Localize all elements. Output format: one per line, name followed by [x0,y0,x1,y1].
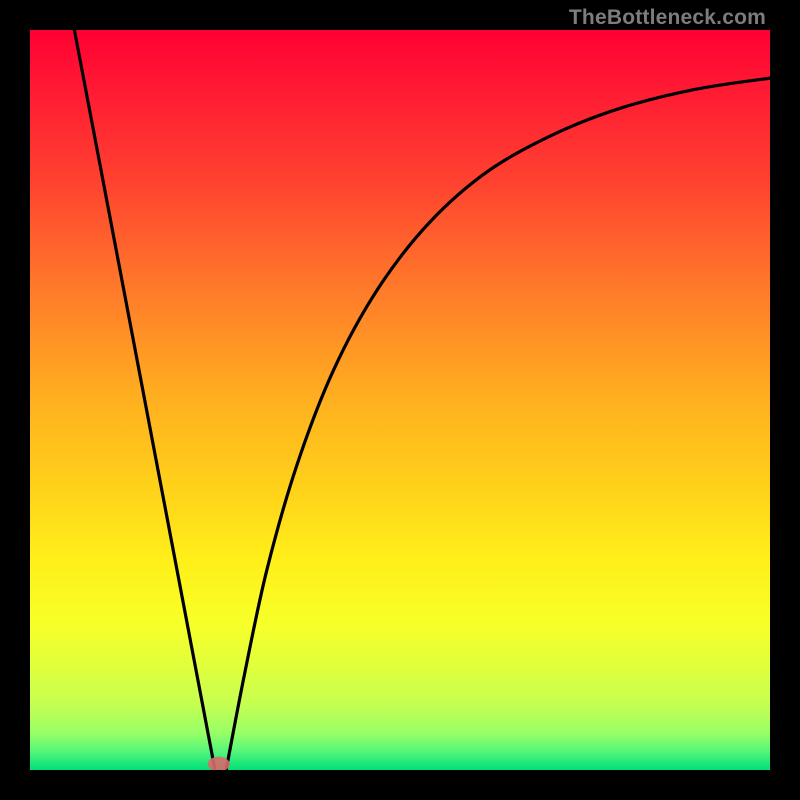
watermark-text: TheBottleneck.com [569,6,766,30]
curve-layer [30,30,770,770]
plot-area [30,30,770,770]
curve-right-branch [226,78,770,770]
curve-left-branch [74,30,215,770]
vertex-marker [208,757,230,770]
